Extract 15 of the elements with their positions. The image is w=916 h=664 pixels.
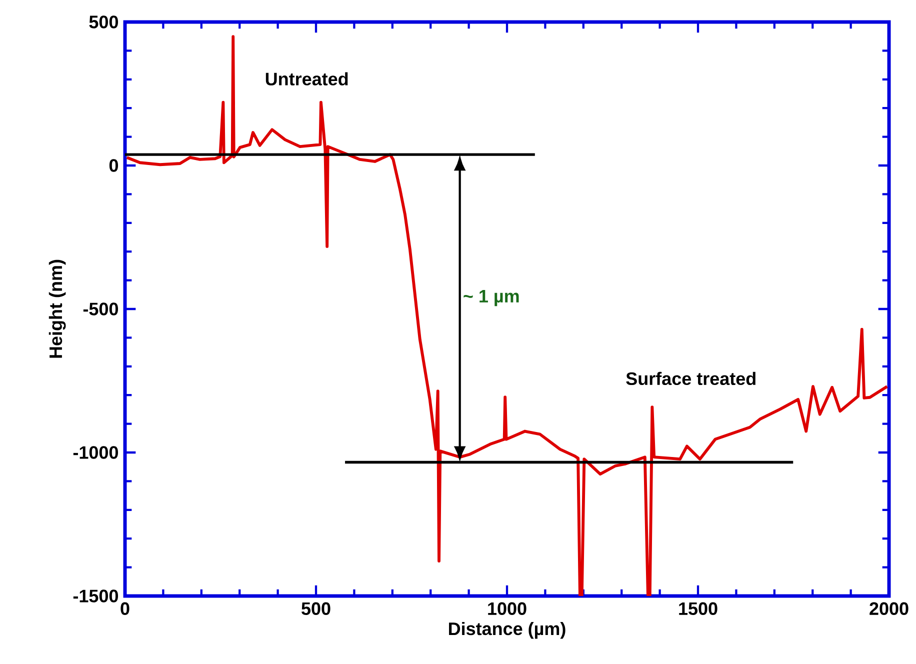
y-tick-label: -1500 bbox=[73, 590, 118, 602]
y-tick-label: 500 bbox=[89, 16, 118, 28]
x-tick-label: 1500 bbox=[679, 602, 718, 615]
annotation: ~ 1 µm bbox=[464, 290, 519, 306]
y-axis-title: Height (nm) bbox=[48, 260, 66, 358]
annotation: Untreated bbox=[266, 72, 348, 86]
x-tick-label: 1000 bbox=[488, 602, 526, 615]
x-tick-label: 0 bbox=[120, 602, 130, 615]
y-tick-label: -500 bbox=[83, 302, 118, 316]
x-tick-label: 2000 bbox=[870, 602, 908, 615]
annotation: Surface treated bbox=[626, 372, 756, 386]
x-axis-title: Distance (µm) bbox=[449, 622, 566, 639]
y-tick-label: -1000 bbox=[73, 446, 118, 459]
x-tick-label: 500 bbox=[302, 602, 330, 615]
y-tick-label: 0 bbox=[109, 159, 118, 172]
